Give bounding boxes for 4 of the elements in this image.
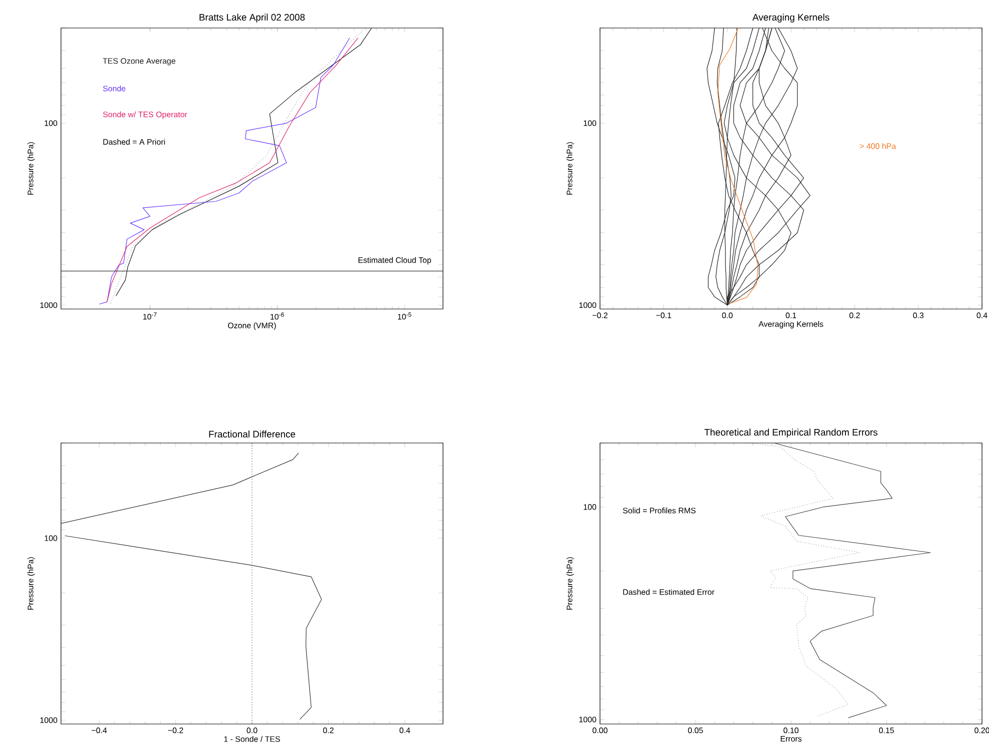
chart-title: Averaging Kernels — [752, 14, 830, 22]
chart-title: Bratts Lake April 02 2008 — [200, 14, 305, 22]
chart-title: Fractional Difference — [209, 430, 296, 438]
chart-title: Theoretical and Empirical Random Errors — [704, 428, 878, 438]
